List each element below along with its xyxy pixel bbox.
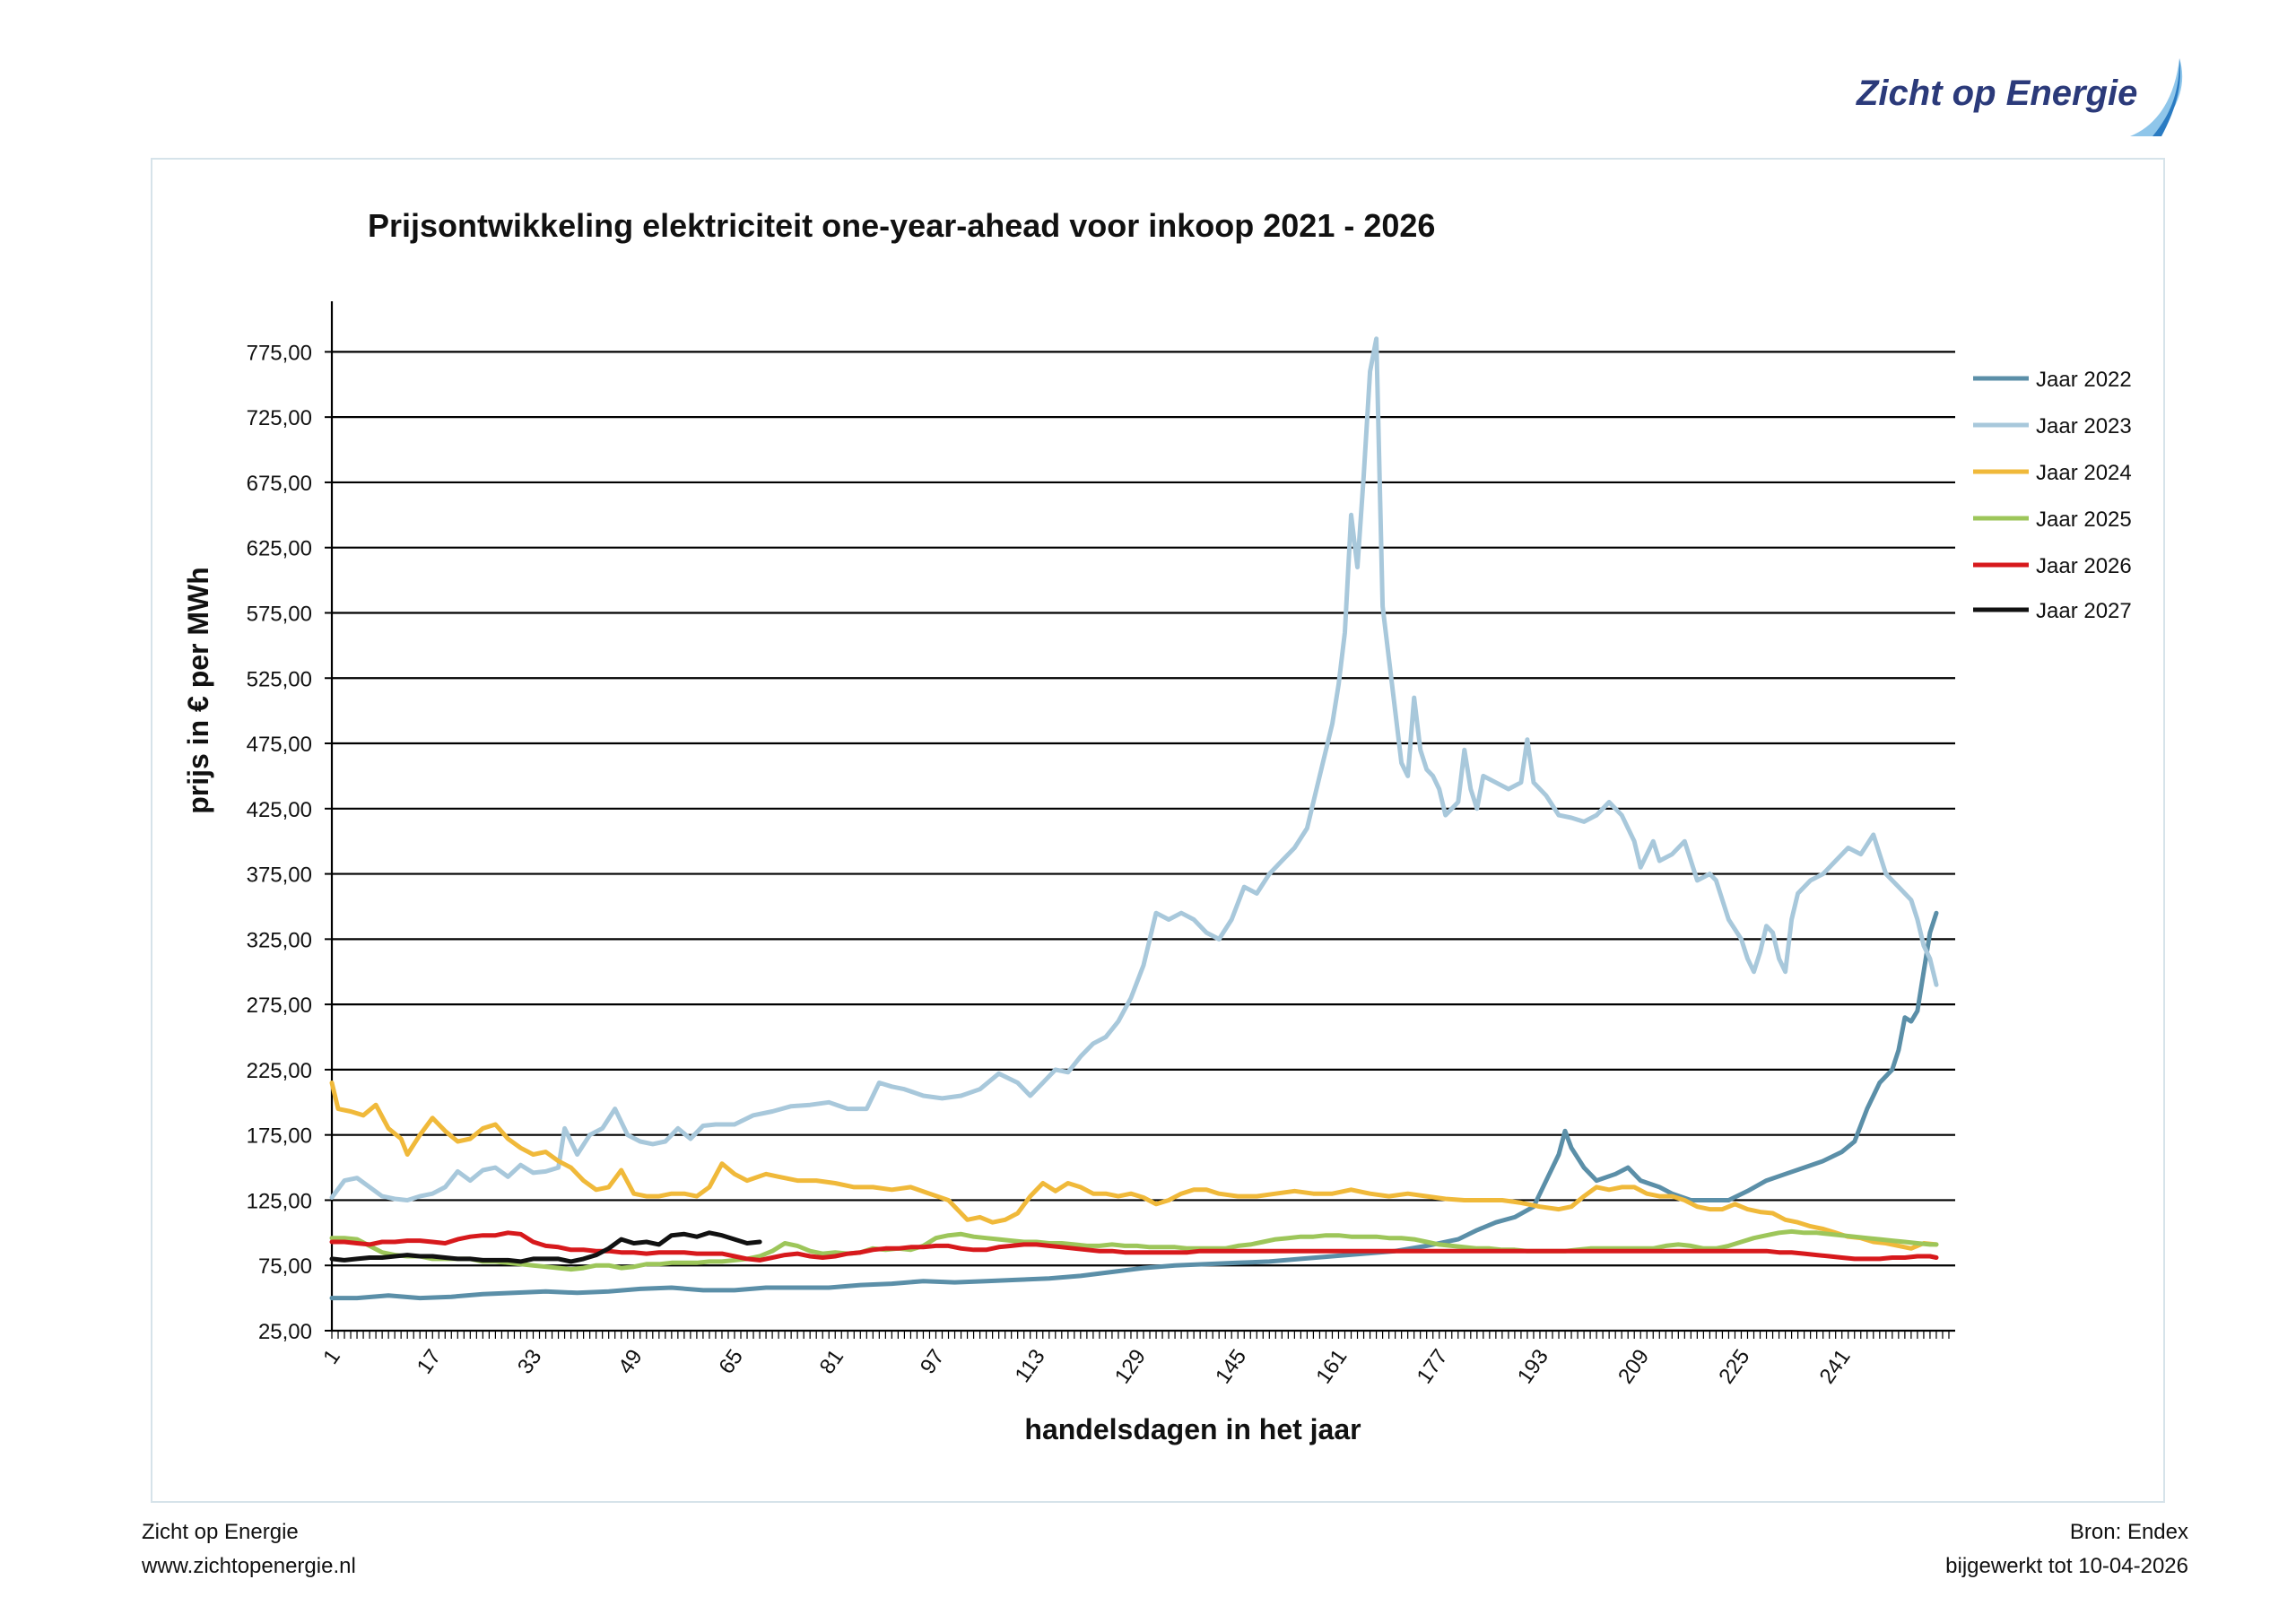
series-lines xyxy=(329,336,1939,1301)
legend: Jaar 2022 Jaar 2023 Jaar 2024 Jaar 2025 Jaar… xyxy=(1973,368,2132,623)
brand-name: Zicht op Energie xyxy=(1857,74,2138,113)
sail-icon xyxy=(2130,58,2183,136)
series-line-jaar-2027 xyxy=(329,1230,762,1264)
x-tick-label: 17 xyxy=(413,1345,446,1378)
x-tick-label: 161 xyxy=(1311,1345,1352,1388)
y-tick-label: 375,00 xyxy=(247,864,312,888)
y-tick-label: 525,00 xyxy=(247,667,312,691)
legend-label: Jaar 2023 xyxy=(2036,414,2132,438)
legend-label: Jaar 2027 xyxy=(2036,599,2132,623)
y-tick-label: 725,00 xyxy=(247,406,312,430)
brand-logo: Zicht op Energie xyxy=(1857,54,2215,143)
x-tick-label: 113 xyxy=(1011,1345,1050,1387)
x-tick-label: 33 xyxy=(513,1345,546,1378)
x-axis: 1 17 33 49 65 81 97 113 129 145 161 177 193 209 225 241 xyxy=(318,1331,1950,1388)
y-tick-label: 575,00 xyxy=(247,602,312,626)
y-tick-label: 625,00 xyxy=(247,537,312,561)
series-line-jaar-2025 xyxy=(329,1228,1939,1272)
y-tick-label: 425,00 xyxy=(247,798,312,822)
x-tick-label: 1 xyxy=(318,1345,345,1368)
legend-label: Jaar 2026 xyxy=(2036,554,2132,578)
chart-frame xyxy=(151,158,2165,1503)
legend-label: Jaar 2024 xyxy=(2036,461,2132,485)
footer-source: Bron: Endex xyxy=(2069,1520,2188,1544)
x-tick-label: 225 xyxy=(1714,1345,1754,1388)
footer-right: Bron: Endex bijgewerkt tot 10-04-2026 xyxy=(1945,1515,2188,1584)
x-tick-label: 129 xyxy=(1110,1345,1151,1388)
x-tick-label: 97 xyxy=(916,1345,949,1378)
footer-left: Zicht op Energie www.zichtopenergie.nl xyxy=(142,1515,356,1584)
series-line-jaar-2023 xyxy=(329,336,1939,1202)
chart-title: Prijsontwikkeling elektriciteit one-year… xyxy=(368,207,1435,244)
y-tick-label: 775,00 xyxy=(247,341,312,365)
y-tick-label: 225,00 xyxy=(247,1059,312,1083)
y-axis: 25,00 75,00 125,00 175,00 225,00 275,00 325,00… xyxy=(247,301,334,1344)
x-tick-label: 177 xyxy=(1413,1345,1453,1388)
x-tick-label: 49 xyxy=(613,1345,647,1378)
legend-label: Jaar 2022 xyxy=(2036,368,2132,392)
y-tick-label: 25,00 xyxy=(258,1320,312,1344)
y-tick-label: 675,00 xyxy=(247,472,312,496)
y-tick-label: 125,00 xyxy=(247,1189,312,1213)
x-axis-label: handelsdagen in het jaar xyxy=(1024,1413,1361,1445)
y-tick-label: 475,00 xyxy=(247,733,312,757)
y-tick-label: 275,00 xyxy=(247,994,312,1018)
grid-lines xyxy=(332,351,1955,1332)
y-tick-label: 175,00 xyxy=(247,1124,312,1149)
x-tick-label: 241 xyxy=(1815,1345,1856,1388)
y-tick-label: 75,00 xyxy=(258,1254,312,1279)
x-tick-label: 209 xyxy=(1613,1345,1654,1388)
series-line-jaar-2024 xyxy=(329,1081,1939,1251)
x-tick-label: 145 xyxy=(1211,1345,1251,1388)
legend-label: Jaar 2025 xyxy=(2036,508,2132,532)
y-tick-label: 325,00 xyxy=(247,928,312,952)
footer-company: Zicht op Energie xyxy=(142,1520,299,1544)
x-tick-label: 81 xyxy=(815,1345,848,1378)
x-tick-label: 193 xyxy=(1513,1345,1553,1388)
footer-updated: bijgewerkt tot 10-04-2026 xyxy=(1945,1554,2188,1578)
series-line-jaar-2022 xyxy=(329,910,1939,1301)
x-tick-label: 65 xyxy=(714,1345,747,1378)
y-axis-label: prijs in € per MWh xyxy=(182,567,214,814)
footer-website: www.zichtopenergie.nl xyxy=(142,1554,356,1578)
